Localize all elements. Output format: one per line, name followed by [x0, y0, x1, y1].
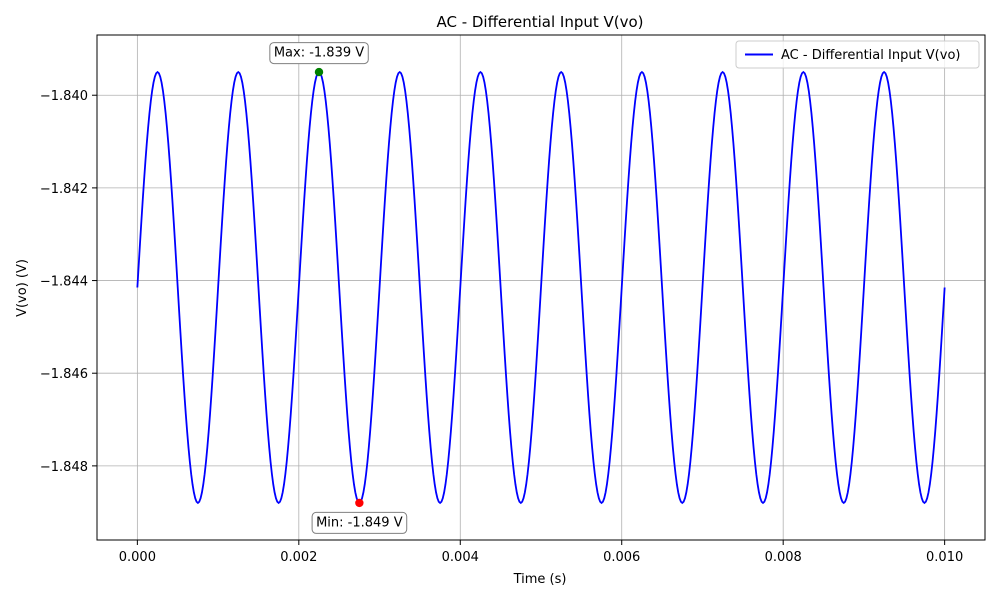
annotation-label: Min: -1.849 V [311, 511, 408, 534]
x-axis-ticks: 0.000 0.002 0.004 0.006 0.008 0.010 [119, 540, 963, 565]
annotation-label: Max: -1.839 V [269, 42, 369, 65]
y-tick-label: −1.842 [40, 182, 88, 197]
plot-frame [96, 34, 986, 541]
plot-area [136, 70, 946, 505]
y-axis-label: V(vo) (V) [15, 259, 30, 317]
chart-title: AC - Differential Input V(vo) [436, 13, 643, 31]
x-tick-label: 0.010 [926, 550, 963, 565]
extremum-marker [355, 498, 364, 508]
legend-label: AC - Differential Input V(vo) [781, 48, 960, 63]
annotations: Max: -1.839 V Min: -1.849 V [269, 42, 408, 534]
annotation-box [311, 511, 408, 534]
x-tick-label: 0.004 [442, 550, 479, 565]
y-tick-label: −1.846 [40, 367, 88, 382]
extremum-marker [314, 67, 324, 77]
y-tick-label: −1.840 [40, 89, 88, 104]
x-tick-label: 0.008 [765, 550, 802, 565]
y-tick-label: −1.848 [40, 460, 88, 475]
y-axis-ticks: −1.848 −1.846 −1.844 −1.842 −1.840 [40, 89, 97, 475]
x-axis-label: Time (s) [513, 572, 567, 587]
x-tick-label: 0.000 [119, 550, 156, 565]
y-tick-label: −1.844 [40, 275, 88, 290]
legend-box [735, 40, 980, 69]
series-line [136, 70, 946, 505]
x-tick-label: 0.002 [280, 550, 317, 565]
annotation-text: Max: -1.839 V [274, 46, 364, 61]
legend: AC - Differential Input V(vo) [735, 40, 980, 69]
annotation-text: Min: -1.849 V [316, 515, 403, 530]
annotation-box [269, 42, 369, 65]
x-tick-label: 0.006 [603, 550, 640, 565]
